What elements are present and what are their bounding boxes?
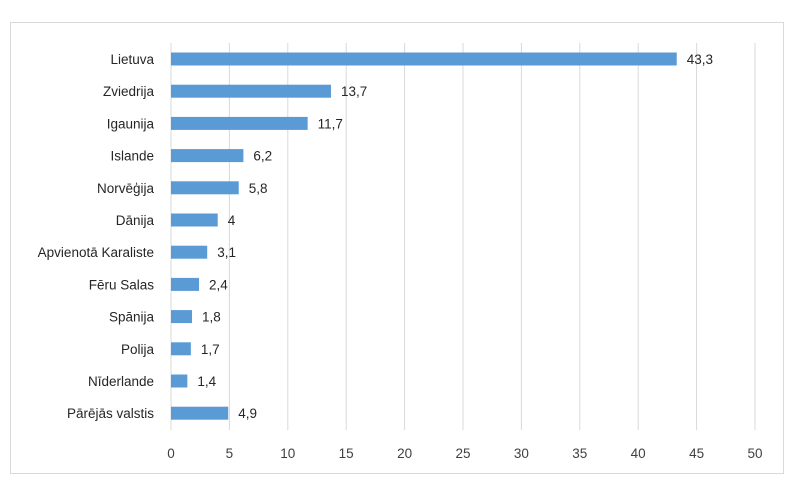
labels: 0 5 10 15 20 25 30 35 40 45 50 Lietuva 43,3 Zviedrija… xyxy=(38,52,763,461)
x-tick-label: 5 xyxy=(226,446,234,461)
value-label: 1,8 xyxy=(202,310,221,325)
bar xyxy=(171,116,308,130)
x-tick-label: 25 xyxy=(455,446,470,461)
bar xyxy=(171,52,677,66)
value-label: 5,8 xyxy=(249,181,268,196)
category-label: Spānija xyxy=(109,310,155,325)
value-label: 4,9 xyxy=(238,406,257,421)
value-label: 4 xyxy=(228,213,236,228)
value-label: 6,2 xyxy=(253,149,272,164)
gridlines xyxy=(170,43,756,430)
value-label: 2,4 xyxy=(209,277,228,292)
value-label: 43,3 xyxy=(687,52,713,67)
x-tick-label: 15 xyxy=(339,446,354,461)
bar xyxy=(171,149,244,163)
chart-frame xyxy=(10,22,784,474)
bar xyxy=(171,245,208,259)
value-label: 1,7 xyxy=(201,342,220,357)
category-label: Lietuva xyxy=(110,52,154,67)
category-label: Pārējās valstis xyxy=(67,406,154,421)
bar xyxy=(171,84,332,98)
value-label: 3,1 xyxy=(217,245,236,260)
bar xyxy=(171,181,239,195)
bars xyxy=(171,52,677,420)
category-label: Islande xyxy=(110,149,154,164)
x-tick-label: 30 xyxy=(514,446,529,461)
x-tick-label: 45 xyxy=(689,446,704,461)
x-tick-label: 20 xyxy=(397,446,412,461)
bar xyxy=(171,342,191,356)
value-label: 1,4 xyxy=(197,374,216,389)
category-label: Igaunija xyxy=(107,116,155,131)
category-label: Zviedrija xyxy=(103,84,155,99)
category-label: Dānija xyxy=(116,213,155,228)
x-tick-label: 10 xyxy=(280,446,295,461)
x-tick-label: 35 xyxy=(572,446,587,461)
bar xyxy=(171,374,188,388)
category-label: Fēru Salas xyxy=(89,277,155,292)
bar xyxy=(171,213,218,227)
bar xyxy=(171,310,193,324)
value-label: 13,7 xyxy=(341,84,367,99)
bar xyxy=(171,277,200,291)
category-label: Apvienotā Karaliste xyxy=(38,245,154,260)
category-label: Polija xyxy=(121,342,155,357)
category-label: Norvēģija xyxy=(97,181,155,196)
x-tick-label: 50 xyxy=(747,446,762,461)
x-tick-label: 40 xyxy=(631,446,646,461)
value-label: 11,7 xyxy=(318,116,343,131)
x-tick-label: 0 xyxy=(167,446,175,461)
category-label: Nīderlande xyxy=(88,374,154,389)
bar xyxy=(171,406,229,420)
